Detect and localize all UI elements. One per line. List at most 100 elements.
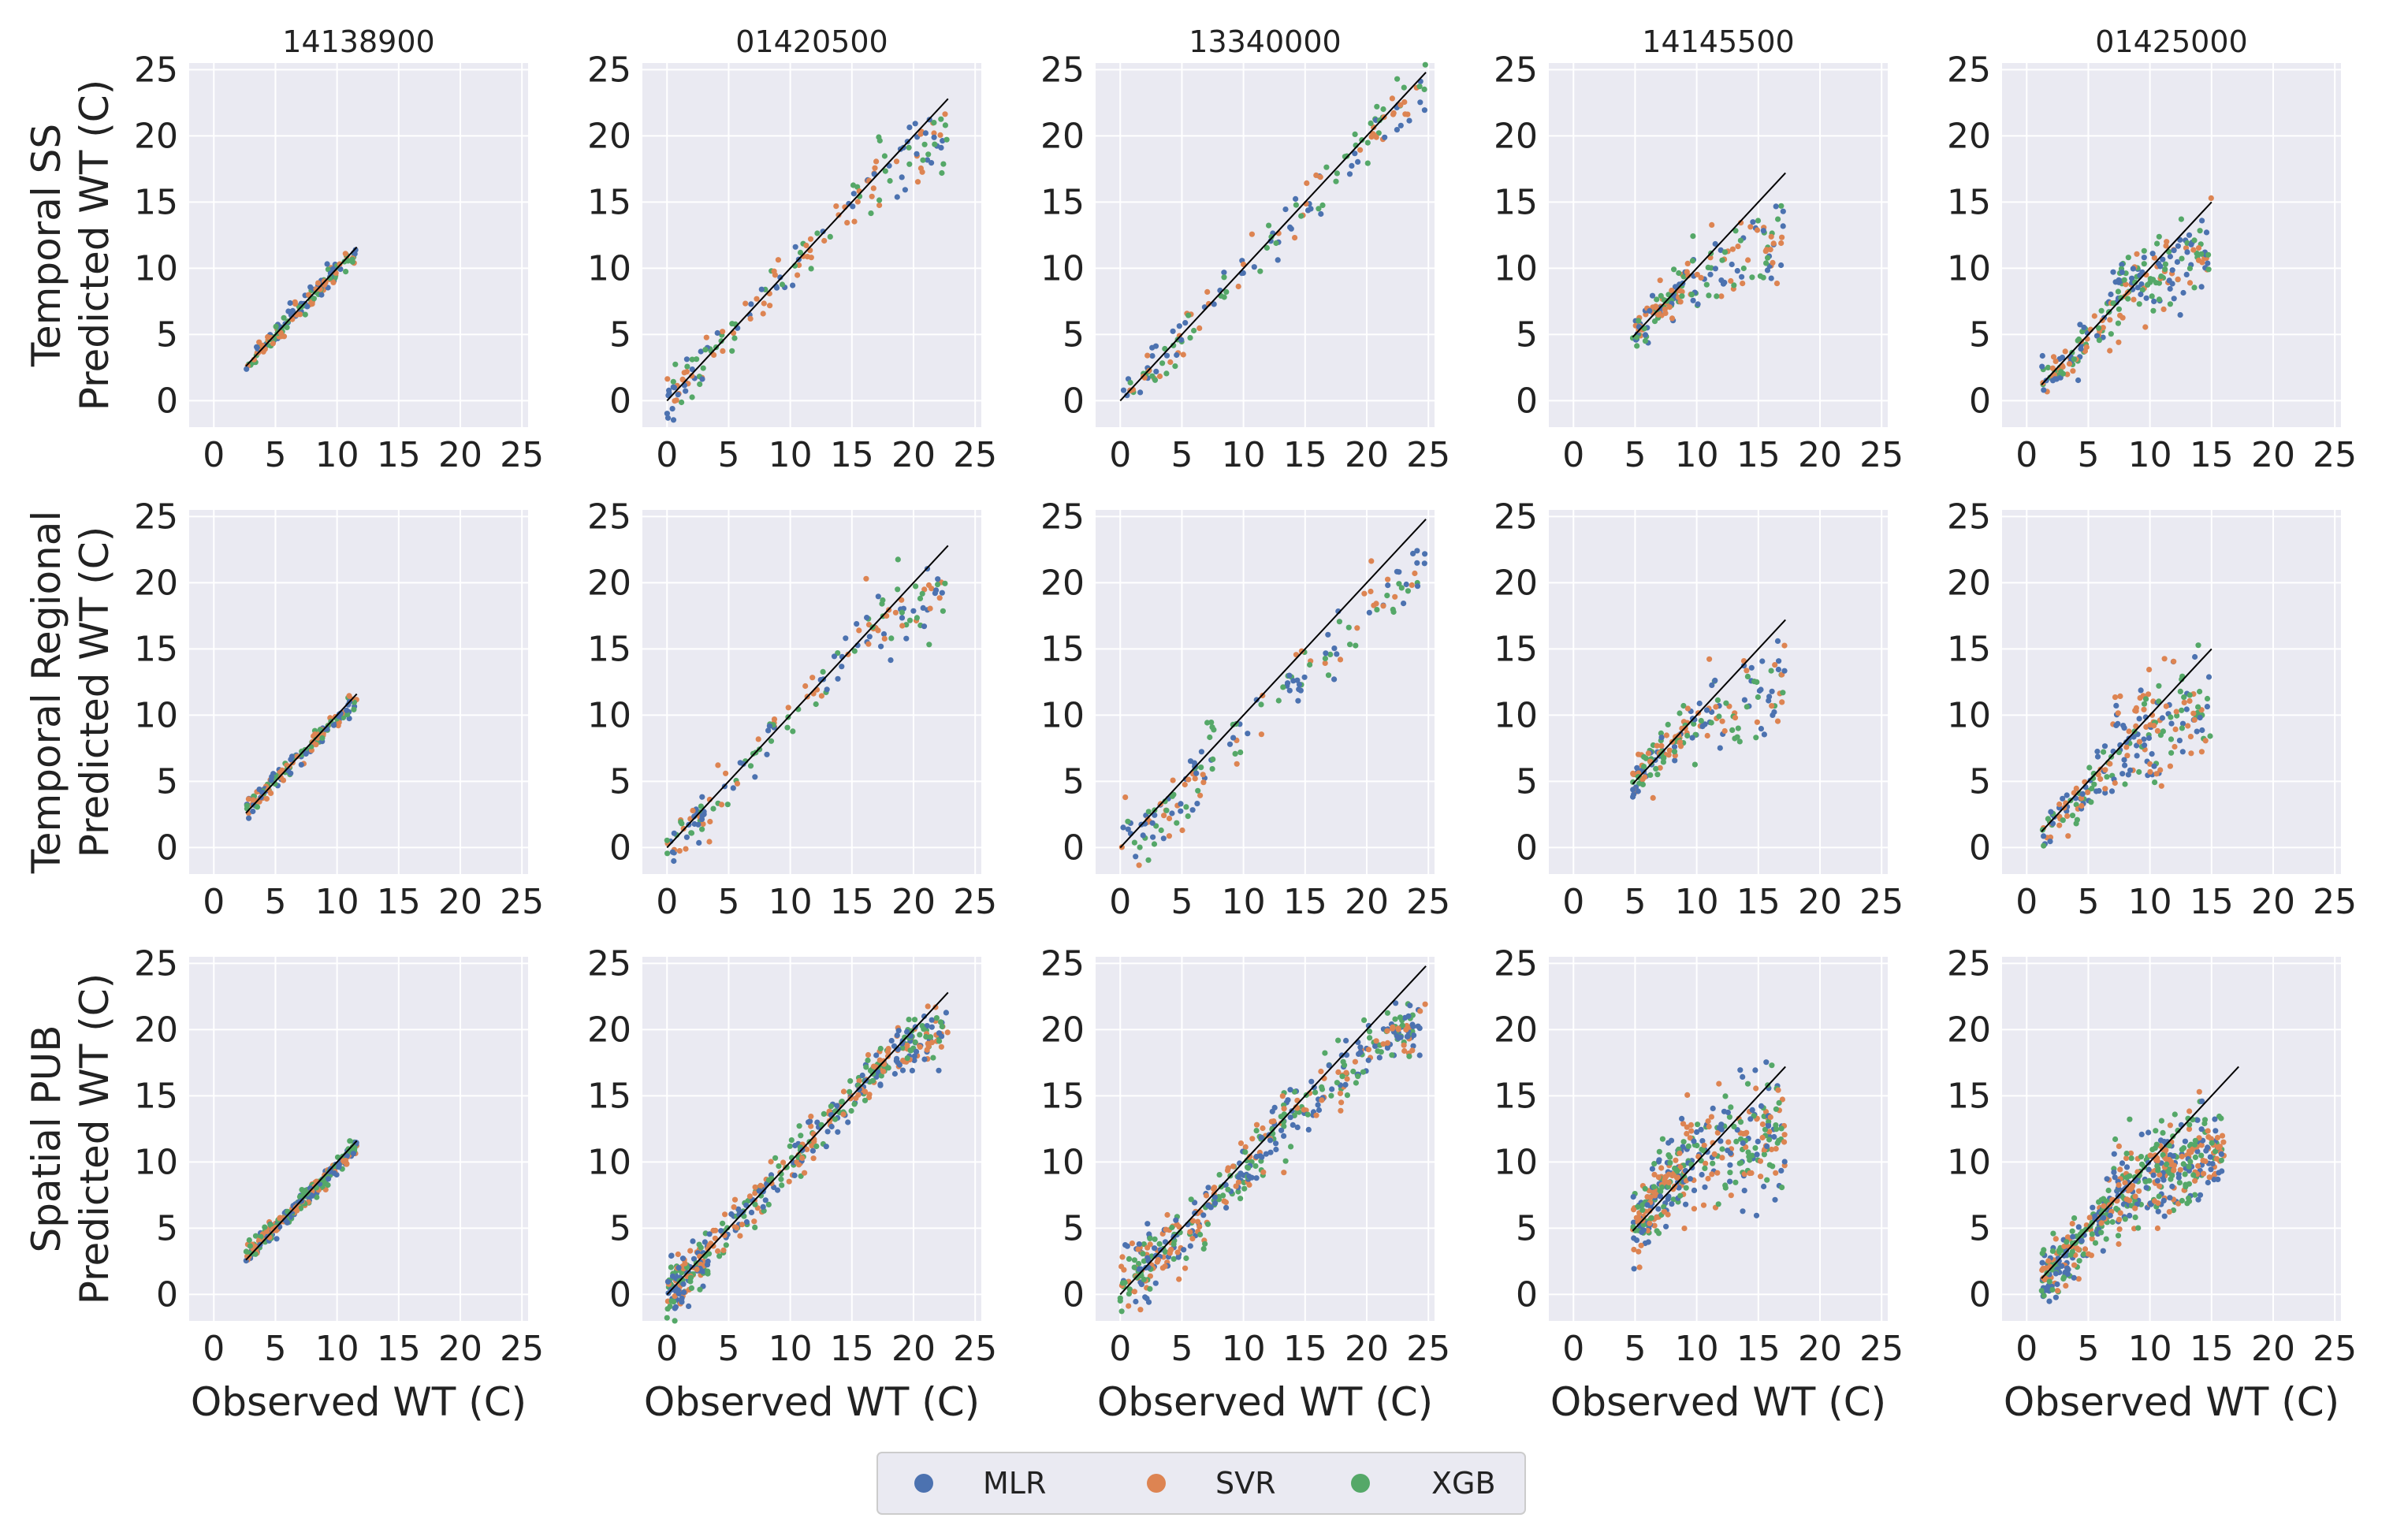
point-svr	[2124, 753, 2131, 759]
point-svr	[1781, 642, 1788, 649]
x-tick-label: 15	[2190, 882, 2234, 922]
x-tick-label: 10	[769, 882, 813, 922]
point-svr	[1767, 1114, 1773, 1121]
point-svr	[1390, 1024, 1396, 1030]
point-svr	[1718, 293, 1725, 299]
point-svr	[734, 780, 741, 787]
point-xgb	[1374, 103, 1380, 110]
point-xgb	[1710, 1160, 1716, 1166]
point-svr	[1719, 1155, 1725, 1161]
point-svr	[921, 586, 928, 593]
point-xgb	[914, 615, 920, 621]
x-tick-label: 25	[1406, 1329, 1450, 1369]
point-svr	[1371, 602, 1377, 608]
point-mlr	[2194, 1148, 2201, 1155]
point-mlr	[331, 1170, 337, 1177]
point-svr	[809, 1143, 815, 1149]
point-svr	[2215, 1144, 2221, 1151]
point-svr	[1136, 862, 1142, 869]
point-mlr	[1740, 1208, 1746, 1215]
point-mlr	[1703, 707, 1710, 713]
point-mlr	[904, 1029, 910, 1035]
point-xgb	[1779, 1185, 1785, 1191]
point-mlr	[2134, 742, 2140, 749]
point-svr	[1688, 1128, 1695, 1134]
point-mlr	[2138, 687, 2144, 694]
y-tick-label: 10	[1947, 248, 1991, 288]
point-xgb	[1323, 164, 1330, 170]
point-xgb	[895, 556, 901, 563]
legend-box	[876, 1452, 1526, 1515]
point-svr	[2190, 247, 2197, 253]
point-svr	[1714, 1170, 1721, 1176]
point-xgb	[1685, 1143, 1691, 1149]
point-xgb	[2115, 1233, 2122, 1239]
x-tick-label: 10	[2128, 435, 2172, 475]
y-axis-label-1: Predicted WT (C)	[72, 80, 117, 411]
point-mlr	[1633, 1237, 1640, 1244]
point-xgb	[2060, 1275, 2067, 1282]
point-mlr	[664, 415, 672, 421]
point-mlr	[1365, 1057, 1371, 1063]
point-svr	[1779, 1096, 1785, 1103]
y-tick-label: 5	[1063, 1208, 1085, 1248]
point-svr	[809, 675, 816, 681]
point-mlr	[2209, 1161, 2216, 1167]
point-svr	[1744, 1129, 1750, 1136]
point-xgb	[882, 168, 888, 174]
point-xgb	[1151, 841, 1158, 847]
point-xgb	[935, 582, 941, 588]
point-svr	[1174, 1249, 1181, 1255]
point-xgb	[672, 361, 679, 367]
point-mlr	[914, 151, 920, 157]
point-mlr	[701, 811, 707, 817]
point-xgb	[1235, 1188, 1241, 1195]
point-mlr	[1305, 1126, 1312, 1133]
point-mlr	[1645, 1239, 1651, 1245]
point-xgb	[862, 1097, 869, 1103]
point-svr	[706, 839, 713, 845]
y-tick-label: 15	[587, 182, 631, 222]
point-mlr	[1414, 583, 1421, 590]
point-xgb	[1695, 1122, 1701, 1128]
point-xgb	[933, 1015, 940, 1021]
point-xgb	[2115, 288, 2121, 295]
point-svr	[2041, 1277, 2048, 1283]
point-xgb	[1245, 1165, 1252, 1171]
point-svr	[1144, 352, 1151, 359]
point-xgb	[939, 1023, 945, 1030]
point-mlr	[1749, 1107, 1755, 1113]
point-svr	[2112, 779, 2118, 787]
point-xgb	[1384, 593, 1390, 599]
y-tick-label: 0	[1516, 381, 1538, 421]
point-svr	[720, 329, 726, 335]
point-mlr	[2064, 792, 2070, 798]
point-mlr	[1663, 1223, 1669, 1229]
point-svr	[785, 705, 791, 711]
point-mlr	[2108, 291, 2114, 298]
point-xgb	[798, 1133, 804, 1139]
point-xgb	[765, 1201, 772, 1207]
point-mlr	[1778, 262, 1785, 269]
point-xgb	[881, 153, 888, 159]
point-xgb	[2075, 336, 2082, 343]
point-xgb	[790, 728, 796, 735]
point-xgb	[1304, 1111, 1311, 1118]
point-svr	[755, 736, 761, 742]
point-xgb	[1780, 690, 1786, 696]
point-mlr	[1766, 694, 1773, 700]
point-xgb	[2156, 296, 2162, 303]
point-xgb	[1770, 1163, 1776, 1170]
point-svr	[929, 586, 935, 592]
point-xgb	[1204, 720, 1211, 726]
point-mlr	[1294, 1124, 1301, 1130]
point-xgb	[731, 335, 738, 341]
point-svr	[1352, 1058, 1358, 1065]
x-tick-label: 15	[1283, 882, 1327, 922]
point-xgb	[1156, 1241, 1163, 1247]
point-xgb	[2178, 216, 2184, 222]
point-xgb	[2096, 1199, 2102, 1205]
point-mlr	[1410, 1043, 1416, 1049]
point-mlr	[285, 308, 292, 314]
point-xgb	[2122, 1216, 2128, 1222]
